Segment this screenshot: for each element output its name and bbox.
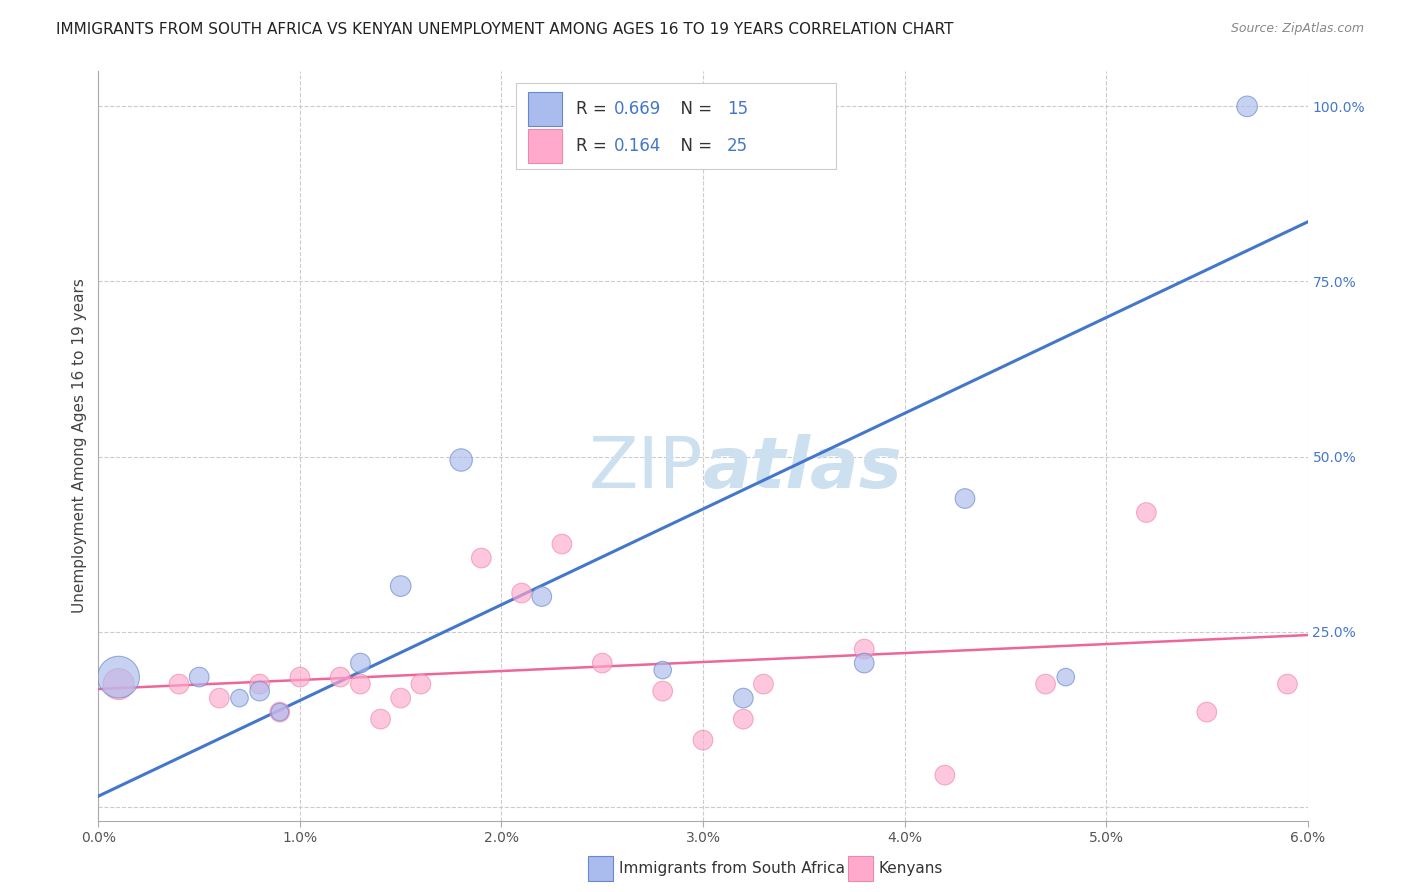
Point [934,768,956,782]
Point [853,642,876,657]
Text: R =: R = [576,137,612,155]
Point [389,691,412,706]
Text: Source: ZipAtlas.com: Source: ZipAtlas.com [1230,22,1364,36]
Point [1277,677,1299,691]
Point [1236,99,1258,113]
Point [107,670,129,684]
Point [470,551,492,566]
Point [510,586,533,600]
Point [269,705,291,719]
Point [530,590,553,604]
Point [188,670,211,684]
Point [752,677,775,691]
FancyBboxPatch shape [527,92,561,126]
Point [733,712,755,726]
Point [389,579,412,593]
Point [591,656,613,670]
Text: Immigrants from South Africa: Immigrants from South Africa [619,862,845,876]
Point [953,491,976,506]
Point [1054,670,1077,684]
Text: 0.164: 0.164 [613,137,661,155]
Text: IMMIGRANTS FROM SOUTH AFRICA VS KENYAN UNEMPLOYMENT AMONG AGES 16 TO 19 YEARS CO: IMMIGRANTS FROM SOUTH AFRICA VS KENYAN U… [56,22,953,37]
Point [1195,705,1218,719]
Text: 25: 25 [727,137,748,155]
Point [651,684,673,698]
Point [208,691,231,706]
Text: 0.669: 0.669 [613,100,661,118]
Point [1035,677,1057,691]
Point [249,684,271,698]
Point [450,453,472,467]
Text: Kenyans: Kenyans [879,862,943,876]
Point [551,537,574,551]
FancyBboxPatch shape [527,129,561,163]
Text: N =: N = [671,100,717,118]
Text: R =: R = [576,100,612,118]
Point [288,670,311,684]
Point [370,712,392,726]
Point [249,677,271,691]
Point [409,677,432,691]
Point [269,705,291,719]
Text: 15: 15 [727,100,748,118]
Text: ZIP: ZIP [589,434,703,503]
Point [228,691,250,706]
Y-axis label: Unemployment Among Ages 16 to 19 years: Unemployment Among Ages 16 to 19 years [72,278,87,614]
Point [692,733,714,747]
Text: atlas: atlas [703,434,903,503]
Text: N =: N = [671,137,717,155]
Point [167,677,190,691]
FancyBboxPatch shape [516,83,837,169]
Point [853,656,876,670]
Point [651,663,673,677]
Point [107,677,129,691]
Point [349,656,371,670]
Point [1135,506,1157,520]
Point [733,691,755,706]
Point [349,677,371,691]
Point [329,670,352,684]
